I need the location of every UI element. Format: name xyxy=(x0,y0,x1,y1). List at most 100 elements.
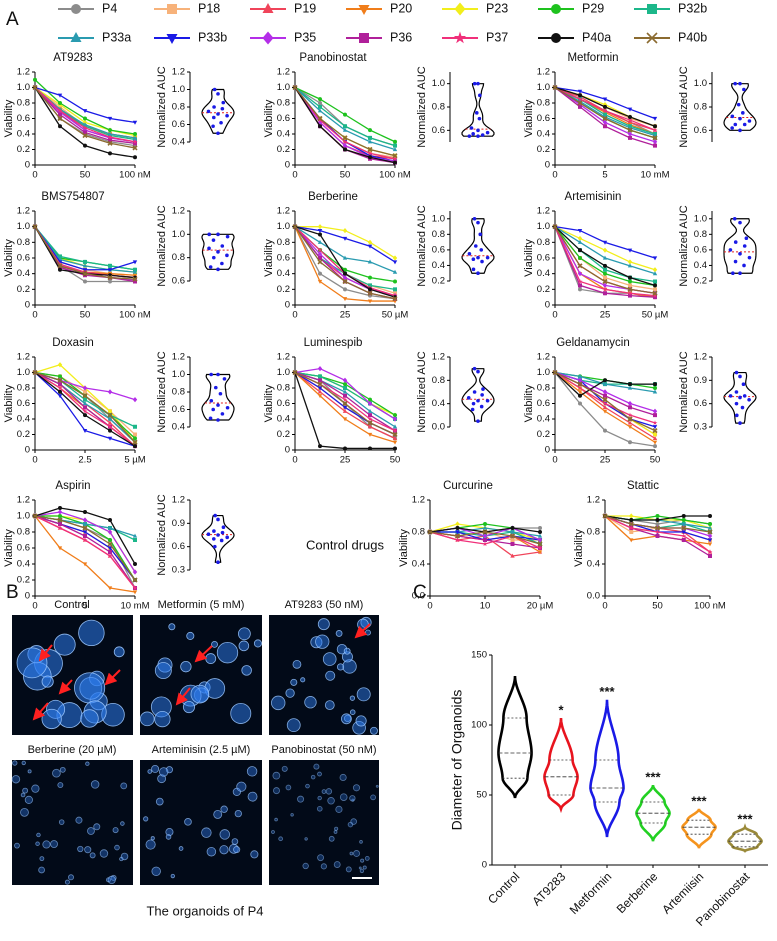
violin-outline xyxy=(681,808,717,849)
data-point xyxy=(368,397,372,402)
data-point xyxy=(603,378,607,383)
data-point xyxy=(738,81,742,86)
data-point xyxy=(577,278,583,284)
data-point xyxy=(602,404,608,409)
data-point xyxy=(455,537,460,543)
legend-marker xyxy=(647,4,657,14)
chart-title: Luminespib xyxy=(304,337,363,349)
data-point xyxy=(602,389,608,395)
y-tick-label: 0.6 xyxy=(17,398,30,409)
y-tick-label: 0.6 xyxy=(537,113,550,124)
data-point xyxy=(740,405,745,410)
data-point xyxy=(476,220,480,225)
y-axis-label: Viability xyxy=(3,239,15,277)
y-tick-label: 1.0 xyxy=(17,221,30,232)
data-point xyxy=(577,377,583,383)
data-point xyxy=(317,224,323,230)
data-point xyxy=(578,283,582,288)
y-tick-label: 1.0 xyxy=(694,213,707,224)
arrow xyxy=(175,687,191,706)
data-point xyxy=(552,224,558,230)
data-point xyxy=(342,278,348,285)
y-tick-label: 0.8 xyxy=(432,229,445,240)
data-point xyxy=(132,569,138,575)
data-point xyxy=(57,546,63,551)
data-point xyxy=(216,403,220,407)
y-tick-label: 1.0 xyxy=(432,78,445,89)
y-tick-label: 0.8 xyxy=(172,102,185,113)
data-point xyxy=(317,279,323,284)
data-point xyxy=(467,251,472,256)
data-point xyxy=(510,542,515,546)
data-point xyxy=(652,408,658,414)
data-point xyxy=(219,120,223,125)
y-tick-label: 0.8 xyxy=(17,237,30,248)
data-point xyxy=(108,151,112,156)
data-point xyxy=(220,530,225,535)
data-point xyxy=(603,271,607,276)
data-point xyxy=(602,119,608,125)
organoid xyxy=(285,688,295,698)
organoid xyxy=(84,846,92,854)
y-tick-label: 1.0 xyxy=(17,367,30,378)
violin-outline xyxy=(201,88,235,134)
data-point xyxy=(707,533,713,539)
y-tick-label: 1.0 xyxy=(172,229,185,240)
panel-label: A xyxy=(6,9,19,30)
organoid xyxy=(113,646,125,658)
data-point xyxy=(483,538,487,542)
data-point xyxy=(476,419,480,423)
organoid xyxy=(230,702,252,724)
data-point xyxy=(368,135,372,140)
y-tick-label: 1.0 xyxy=(432,213,445,224)
data-point xyxy=(728,394,733,398)
y-tick-label: 0 xyxy=(25,445,30,456)
data-point xyxy=(653,382,657,387)
data-point xyxy=(57,394,63,399)
y-tick-label: 1.0 xyxy=(17,511,30,522)
y-axis-label: Viability xyxy=(523,384,535,422)
data-point xyxy=(627,127,633,133)
x-tick-label: 20 µM xyxy=(527,601,554,612)
data-point xyxy=(454,533,461,539)
data-point xyxy=(471,267,476,272)
y-tick-label: 0.4 xyxy=(694,260,707,271)
data-point xyxy=(392,153,398,159)
organoid xyxy=(316,805,323,812)
data-point xyxy=(342,274,348,281)
organoid xyxy=(165,828,174,837)
data-point xyxy=(603,291,607,296)
organoid xyxy=(358,866,362,870)
data-point xyxy=(317,117,323,123)
data-point xyxy=(367,424,373,429)
data-point xyxy=(471,401,476,406)
organoid xyxy=(155,797,164,806)
chart-title: Artemisinin xyxy=(565,191,622,203)
data-point xyxy=(485,130,490,135)
data-point xyxy=(342,135,348,141)
organoid xyxy=(349,851,354,856)
organoid xyxy=(50,840,59,849)
y-tick-label: 0.6 xyxy=(172,404,185,415)
data-point xyxy=(392,416,398,422)
data-point xyxy=(742,394,747,398)
data-point xyxy=(578,401,582,406)
organoid xyxy=(39,856,45,862)
data-point xyxy=(734,370,739,375)
data-point xyxy=(133,132,137,136)
y-axis-label: Normalized AUC xyxy=(156,351,168,432)
chart-title: BMS754807 xyxy=(41,191,104,203)
organoid xyxy=(238,640,250,652)
data-point xyxy=(476,255,480,260)
organoid xyxy=(355,715,367,727)
data-point xyxy=(654,525,661,531)
data-point xyxy=(58,265,62,270)
data-point xyxy=(216,517,220,522)
data-point xyxy=(225,234,230,239)
data-point xyxy=(367,139,373,144)
data-point xyxy=(738,220,742,225)
organoid xyxy=(20,792,26,798)
data-point xyxy=(538,530,542,534)
image-label: Metformin (5 mM) xyxy=(158,599,245,611)
data-point xyxy=(133,424,137,429)
